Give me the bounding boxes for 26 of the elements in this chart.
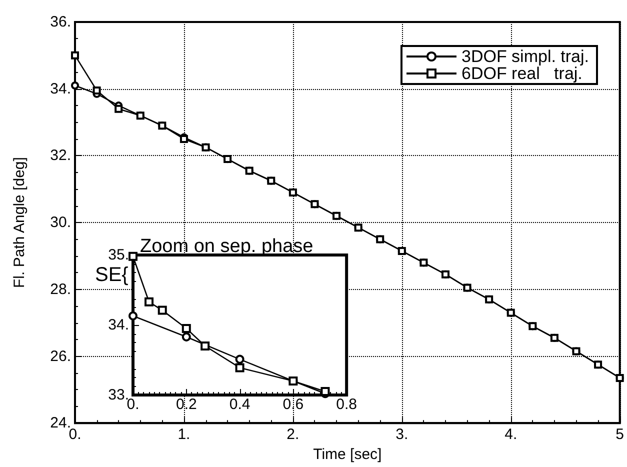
legend-label: 3DOF simpl. traj. (461, 47, 590, 66)
y-tick-label: 35. (108, 246, 129, 264)
y-axis-title: Fl. Path Angle [deg] (11, 157, 28, 288)
y-tick-label: 30. (50, 214, 71, 232)
y-tick-label: 34. (50, 80, 71, 98)
x-tick-label: 2. (286, 426, 300, 444)
x-tick-label: 5 (616, 426, 624, 444)
annotation: SE{ (95, 264, 129, 286)
y-tick-label: 34. (108, 316, 129, 334)
y-tick-label: 24. (50, 414, 71, 432)
y-tick-label: 28. (50, 280, 71, 298)
x-tick-label: 0.2 (176, 396, 197, 413)
x-axis-title: Time [sec] (313, 446, 382, 463)
x-tick-label: 0. (68, 426, 82, 444)
x-tick-label: 0.6 (282, 396, 304, 413)
x-tick-label: 3. (396, 426, 408, 444)
x-tick-label: 0.8 (336, 396, 358, 413)
x-tick-label: 0.4 (229, 396, 250, 413)
y-tick-label: 26. (50, 348, 71, 365)
x-tick-label: 1. (178, 426, 190, 444)
y-tick-label: 36. (50, 14, 71, 30)
chart-title: Zoom on sep. phase (140, 236, 314, 257)
x-tick-label: 4. (504, 426, 518, 444)
x-tick-label: 0. (126, 396, 140, 413)
legend-label: 6DOF real traj. (461, 64, 582, 83)
y-tick-label: 32. (50, 147, 71, 164)
